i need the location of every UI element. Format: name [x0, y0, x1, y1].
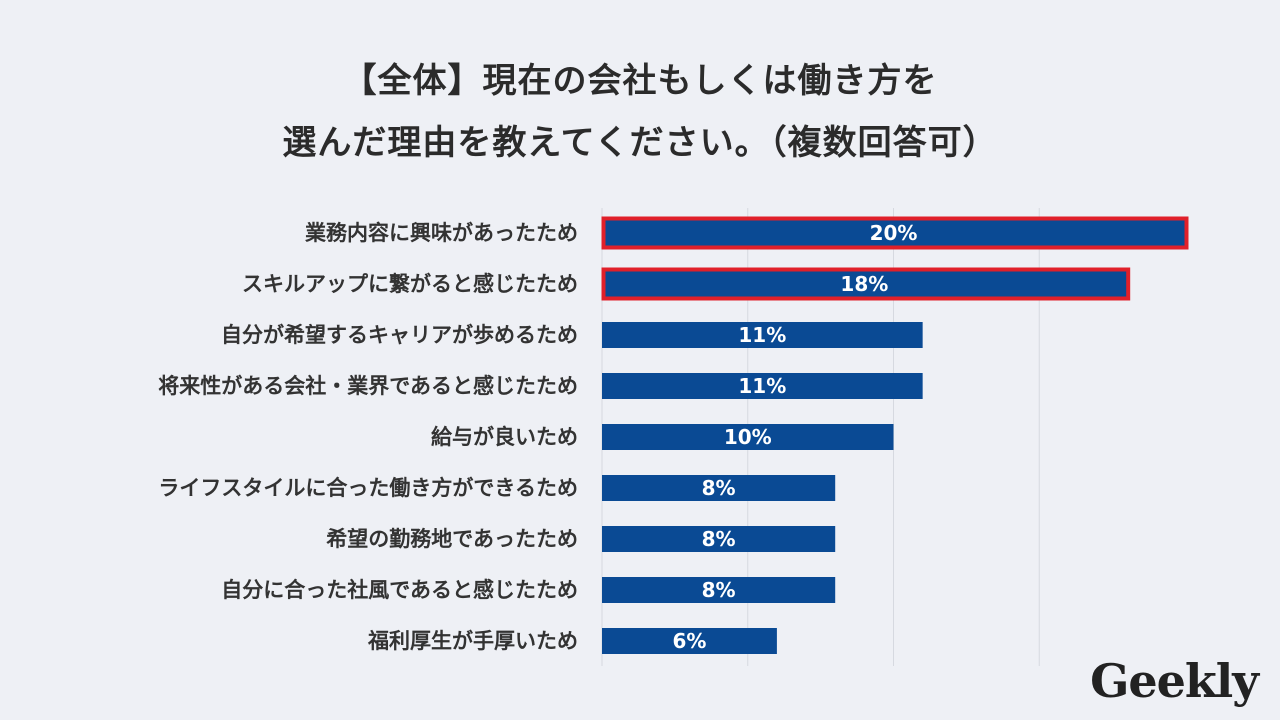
- chart-title: 【全体】現在の会社もしくは働き方を 選んだ理由を教えてください。（複数回答可）: [0, 50, 1280, 174]
- highlight-box: [601, 267, 1131, 301]
- value-label: 6%: [672, 629, 706, 653]
- category-label: 将来性がある会社・業界であると感じたため: [158, 374, 578, 398]
- geekly-logo: Geekly: [1090, 654, 1259, 708]
- value-label: 20%: [870, 221, 918, 245]
- bar: [602, 577, 836, 603]
- bar: [602, 271, 1127, 297]
- value-label: 8%: [702, 476, 736, 500]
- category-label: 福利厚生が手厚いため: [367, 629, 578, 653]
- bar: [602, 628, 777, 654]
- category-label: 給与が良いため: [431, 425, 578, 449]
- highlight-box: [601, 216, 1189, 250]
- category-label: ライフスタイルに合った働き方ができるため: [158, 476, 578, 500]
- category-label: スキルアップに繋がると感じたため: [242, 272, 578, 296]
- bar: [602, 424, 894, 450]
- bar: [602, 373, 923, 399]
- bar: [602, 475, 836, 501]
- category-label: 希望の勤務地であったため: [326, 527, 578, 551]
- value-label: 8%: [702, 527, 736, 551]
- bar: [602, 526, 836, 552]
- bar: [602, 322, 923, 348]
- category-label: 業務内容に興味があったため: [305, 221, 578, 245]
- title-line-2: 選んだ理由を教えてください。（複数回答可）: [282, 123, 998, 163]
- category-label: 自分が希望するキャリアが歩めるため: [221, 323, 578, 347]
- title-line-1: 【全体】現在の会社もしくは働き方を: [342, 61, 938, 101]
- value-label: 11%: [738, 323, 786, 347]
- value-label: 10%: [724, 425, 772, 449]
- value-label: 11%: [738, 374, 786, 398]
- category-label: 自分に合った社風であると感じたため: [221, 578, 578, 602]
- value-label: 18%: [840, 272, 888, 296]
- bar: [602, 220, 1185, 246]
- value-label: 8%: [702, 578, 736, 602]
